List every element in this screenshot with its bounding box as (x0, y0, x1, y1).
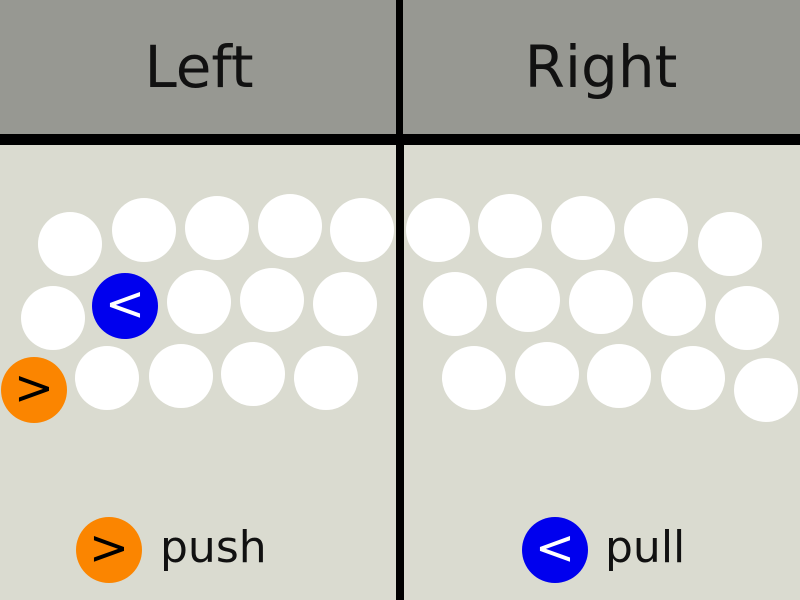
pull-token[interactable]: < (92, 273, 158, 339)
ball (112, 198, 176, 262)
ball (21, 286, 85, 350)
ball (38, 212, 102, 276)
ball (406, 198, 470, 262)
legend-pull-icon: < (522, 517, 588, 583)
header-right-label: Right (524, 33, 678, 101)
ball (698, 212, 762, 276)
ball (734, 358, 798, 422)
ball (294, 346, 358, 410)
ball (167, 270, 231, 334)
legend-pull-symbol: < (534, 520, 576, 576)
ball (330, 198, 394, 262)
push-token-symbol: > (13, 360, 55, 416)
ball (496, 268, 560, 332)
ball (258, 194, 322, 258)
ball (624, 198, 688, 262)
ball (515, 342, 579, 406)
ball (185, 196, 249, 260)
ball (313, 272, 377, 336)
ball (587, 344, 651, 408)
header-left-label: Left (144, 33, 254, 101)
ball (478, 194, 542, 258)
ball (569, 270, 633, 334)
ball (642, 272, 706, 336)
legend-push-label: push (160, 522, 267, 573)
legend-pull-label: pull (605, 522, 686, 573)
ball (75, 346, 139, 410)
ball (661, 346, 725, 410)
ball (240, 268, 304, 332)
ball (442, 346, 506, 410)
header-divider (396, 0, 403, 134)
horizontal-divider (0, 134, 800, 145)
ball (423, 272, 487, 336)
pull-token-symbol: < (104, 276, 146, 332)
legend-push-symbol: > (88, 520, 130, 576)
push-token[interactable]: > (1, 357, 67, 423)
center-divider (396, 145, 404, 600)
legend-push-icon: > (76, 517, 142, 583)
ball (715, 286, 779, 350)
ball (149, 344, 213, 408)
ball (551, 196, 615, 260)
ball (221, 342, 285, 406)
